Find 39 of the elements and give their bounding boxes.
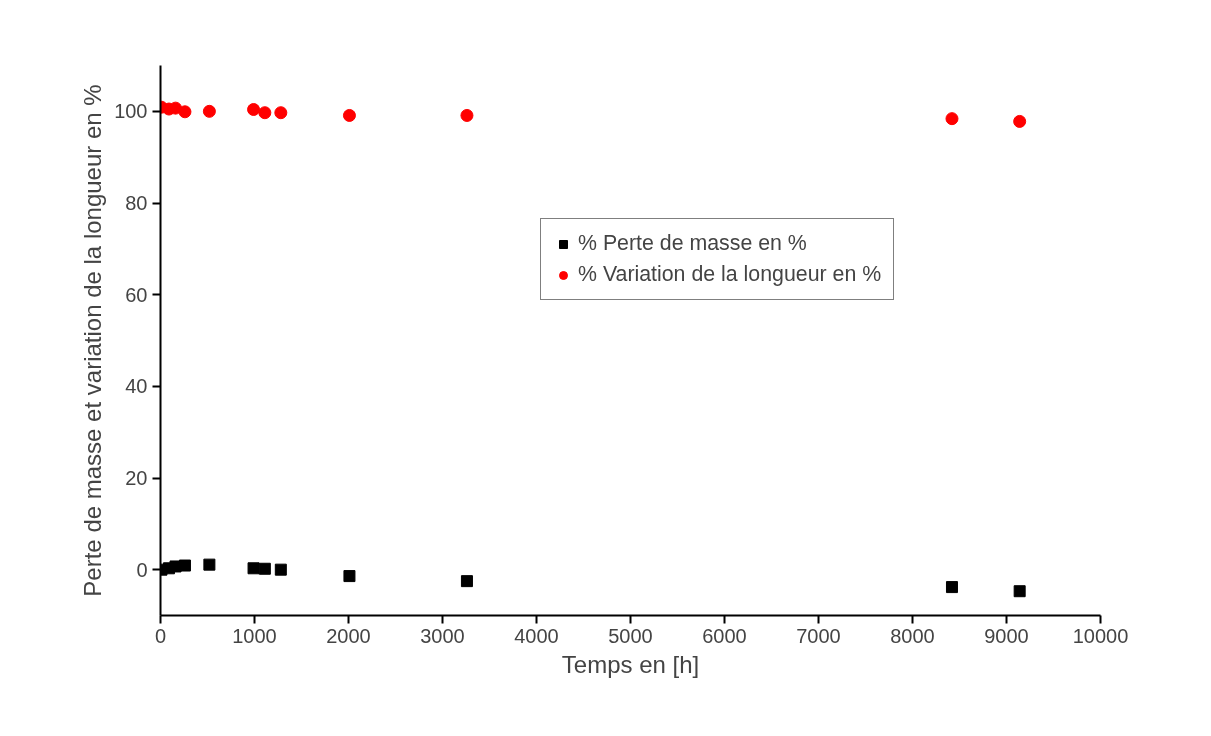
point [258, 106, 272, 120]
point [178, 559, 191, 572]
legend-label: % Perte de masse en % [578, 231, 807, 256]
x-tick-label: 1000 [232, 624, 277, 647]
y-tick-label: 100 [114, 100, 148, 123]
point [460, 108, 474, 122]
point [342, 108, 356, 122]
point [945, 112, 959, 126]
x-tick-label: 6000 [702, 624, 747, 647]
y-tick-label: 80 [125, 192, 148, 214]
x-tick-label: 0 [154, 624, 167, 647]
legend-label: % Variation de la longueur en % [578, 262, 882, 287]
x-tick-label: 10000 [1072, 624, 1129, 647]
y-tick-label: 0 [136, 558, 148, 581]
x-axis-title: Temps en [h] [561, 650, 700, 678]
x-tick-label: 7000 [796, 624, 841, 647]
point [258, 562, 271, 575]
point [1013, 114, 1027, 128]
x-tick-label: 5000 [608, 624, 653, 647]
point [1013, 585, 1026, 598]
y-tick-label: 60 [125, 283, 148, 306]
point [247, 103, 261, 116]
point [274, 106, 288, 120]
point [247, 562, 260, 575]
x-tick-label: 3000 [420, 624, 465, 647]
x-tick-label: 8000 [890, 624, 935, 647]
point [274, 563, 287, 576]
y-axis-title: Perte de masse et variation de la longueur en % [79, 84, 107, 597]
x-tick-label: 9000 [984, 624, 1029, 647]
point [202, 104, 216, 118]
point [203, 558, 216, 571]
point [945, 581, 958, 594]
x-tick-label: 2000 [326, 624, 371, 647]
point [178, 105, 192, 119]
y-tick-label: 40 [125, 375, 148, 398]
y-tick-label: 20 [125, 467, 148, 489]
point [343, 570, 356, 583]
x-tick-label: 4000 [514, 624, 559, 647]
point [460, 575, 473, 588]
